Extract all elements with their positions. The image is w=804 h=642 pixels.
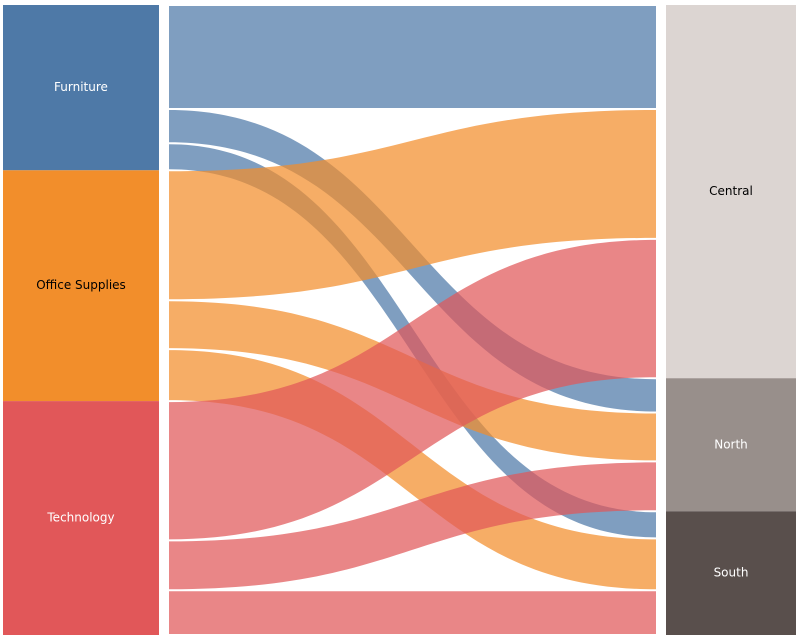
source-node-furniture (3, 5, 159, 171)
target-nodes: Central North South (666, 5, 796, 635)
target-node-central (666, 5, 796, 379)
flow-office-supplies-to-central (169, 109, 656, 300)
target-label-north: North (714, 437, 748, 451)
target-node-north (666, 378, 796, 512)
target-label-south: South (714, 566, 749, 580)
target-node-south (666, 511, 796, 635)
flow-furniture-to-central (169, 6, 656, 108)
flow-technology-to-central (169, 239, 656, 540)
flow-links (169, 6, 656, 634)
source-node-technology (3, 401, 159, 635)
source-nodes: Furniture Office Supplies Technology (3, 5, 159, 635)
flow-technology-to-south (169, 591, 656, 634)
source-label-office-supplies: Office Supplies (36, 278, 126, 292)
source-label-furniture: Furniture (54, 80, 108, 94)
flow-technology-to-north (169, 462, 656, 590)
source-node-office-supplies (3, 170, 159, 402)
target-label-central: Central (709, 184, 753, 198)
source-label-technology: Technology (46, 511, 114, 525)
